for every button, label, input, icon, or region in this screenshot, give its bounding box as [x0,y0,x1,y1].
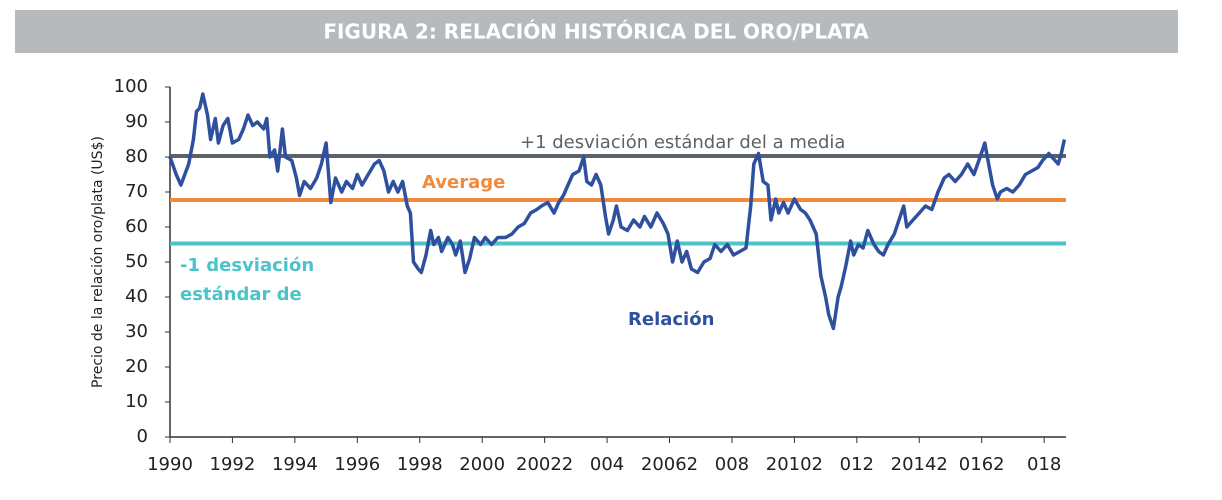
reference-label: Average [422,172,505,193]
x-tick-label: 0162 [959,454,1005,475]
x-tick-label: 20102 [766,454,823,475]
y-tick-label: 10 [125,391,148,412]
x-tick-label: 018 [1027,454,1061,475]
chart-title: FIGURA 2: RELACIÓN HISTÓRICA DEL ORO/PLA… [323,20,869,44]
y-tick-label: 40 [125,286,148,307]
x-tick-label: 1992 [210,454,256,475]
x-tick-label: 20022 [516,454,573,475]
y-tick-label: 90 [125,111,148,132]
x-tick-label: 1990 [147,454,193,475]
y-tick-label: 20 [125,356,148,377]
x-tick-label: 004 [590,454,624,475]
y-tick-label: 70 [125,181,148,202]
x-tick-label: 20142 [891,454,948,475]
y-tick-label: 100 [114,76,148,97]
series-label: Relación [628,309,714,330]
y-tick-label: 30 [125,321,148,342]
reference-label: estándar de [180,284,302,305]
x-tick-label: 008 [715,454,749,475]
y-tick-label: 0 [137,426,148,447]
x-tick-label: 1996 [334,454,380,475]
y-tick-label: 60 [125,216,148,237]
x-tick-label: 1998 [397,454,443,475]
reference-label: -1 desviación [180,255,314,276]
y-axis-label: Precio de la relación oro/plata (US$) [90,136,106,388]
title-banner [15,10,1178,53]
x-tick-label: 20062 [641,454,698,475]
x-tick-label: 2000 [459,454,505,475]
reference-label: +1 desviación estándar del a media [520,132,845,153]
series-line [168,92,1067,331]
x-tick-label: 1994 [272,454,318,475]
x-tick-label: 012 [840,454,874,475]
y-tick-label: 50 [125,251,148,272]
y-tick-label: 80 [125,146,148,167]
